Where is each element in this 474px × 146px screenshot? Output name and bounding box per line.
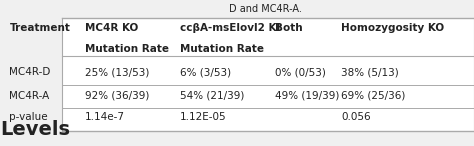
Text: 38% (5/13): 38% (5/13)	[341, 67, 399, 77]
Text: MC4R-D: MC4R-D	[9, 67, 51, 77]
Text: MC4R KO: MC4R KO	[85, 23, 138, 33]
Text: 6% (3/53): 6% (3/53)	[180, 67, 231, 77]
Text: 0.056: 0.056	[341, 112, 371, 122]
Text: 0% (0/53): 0% (0/53)	[275, 67, 326, 77]
Text: Treatment: Treatment	[9, 23, 70, 33]
Text: D and MC4R-A.: D and MC4R-A.	[229, 4, 302, 14]
Text: Mutation Rate: Mutation Rate	[85, 44, 169, 54]
Text: 92% (36/39): 92% (36/39)	[85, 91, 150, 100]
Text: ccβA-msElovl2 KI: ccβA-msElovl2 KI	[180, 23, 281, 33]
Text: 1.12E-05: 1.12E-05	[180, 112, 227, 122]
Text: 54% (21/39): 54% (21/39)	[180, 91, 245, 100]
FancyBboxPatch shape	[62, 18, 474, 131]
Text: 25% (13/53): 25% (13/53)	[85, 67, 150, 77]
Text: 49% (19/39): 49% (19/39)	[275, 91, 339, 100]
Text: Both: Both	[275, 23, 302, 33]
Text: Homozygosity KO: Homozygosity KO	[341, 23, 444, 33]
Text: 69% (25/36): 69% (25/36)	[341, 91, 405, 100]
Text: MC4R-A: MC4R-A	[9, 91, 50, 100]
Text: 1.14e-7: 1.14e-7	[85, 112, 125, 122]
Text: Levels: Levels	[0, 120, 70, 139]
Text: p-value: p-value	[9, 112, 48, 122]
Text: Mutation Rate: Mutation Rate	[180, 44, 264, 54]
